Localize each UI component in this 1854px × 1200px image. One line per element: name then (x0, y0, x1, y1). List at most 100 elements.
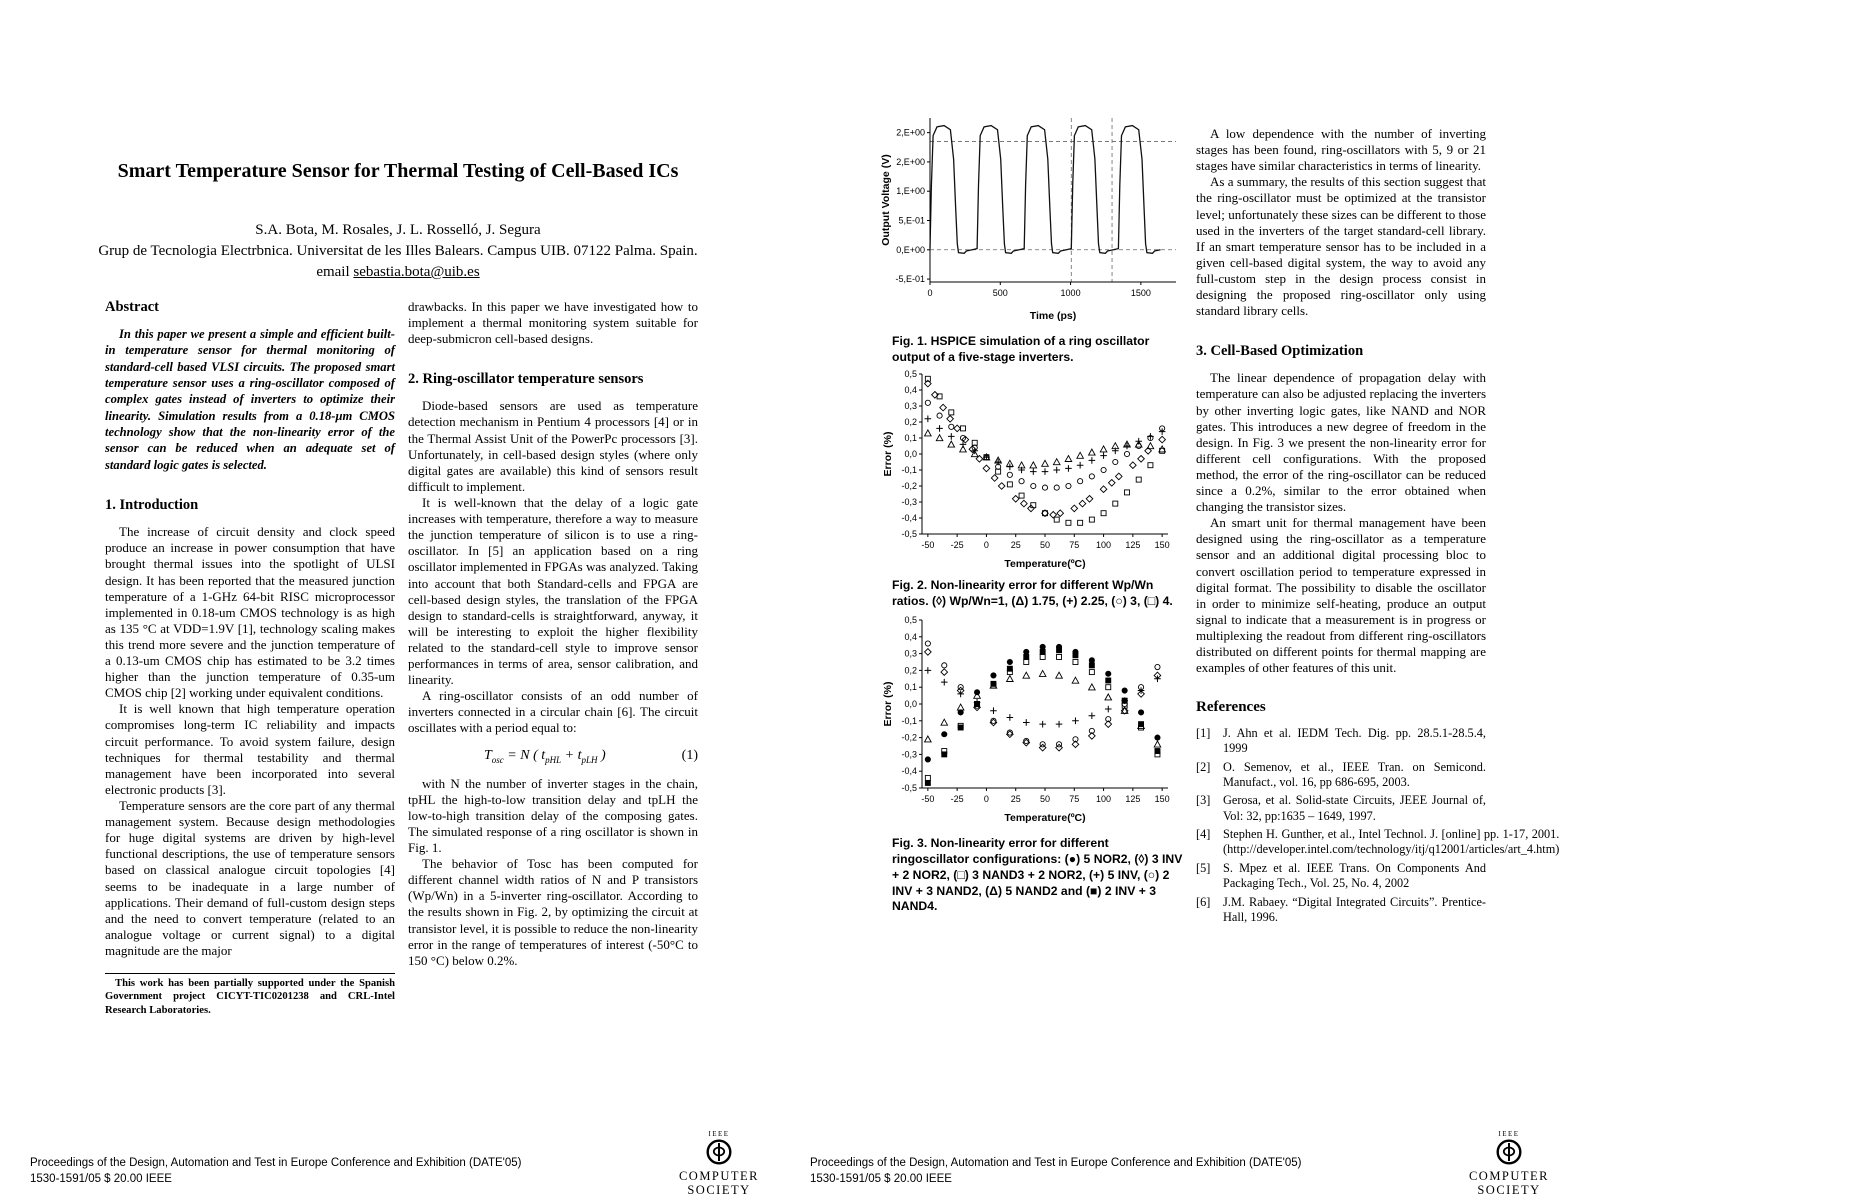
equation-body: Tosc = N ( tpHL + tpLH ) (483, 747, 606, 765)
reference-item: [2] O. Semenov, et al., IEEE Tran. on Sem… (1196, 759, 1486, 790)
svg-text:-25: -25 (951, 540, 964, 550)
intro-paragraph: Temperature sensors are the core part of… (105, 798, 395, 959)
svg-text:100: 100 (1096, 794, 1111, 804)
svg-text:100: 100 (1096, 540, 1111, 550)
svg-text:Error (%): Error (%) (882, 432, 894, 477)
section2b-paragraph: As a summary, the results of this sectio… (1196, 174, 1486, 319)
footer-line2: 1530-1591/05 $ 20.00 IEEE (30, 1172, 172, 1185)
section2b-paragraph: A low dependence with the number of inve… (1196, 126, 1486, 174)
logo-society-text: SOCIETY (1477, 1183, 1541, 1198)
page-left: Smart Temperature Sensor for Thermal Tes… (28, 0, 803, 1200)
svg-text:1500: 1500 (1131, 288, 1151, 298)
svg-text:0,2: 0,2 (904, 417, 917, 427)
fig3-caption: Fig. 3. Non-linearity error for differen… (892, 836, 1183, 914)
left-column-2: drawbacks. In this paper we have investi… (408, 299, 698, 969)
fig1-caption: Fig. 1. HSPICE simulation of a ring osci… (892, 334, 1150, 364)
svg-text:0,4: 0,4 (904, 632, 917, 642)
email-link[interactable]: sebastia.bota@uib.es (353, 264, 480, 280)
svg-text:0: 0 (984, 794, 989, 804)
svg-text:0,3: 0,3 (904, 401, 917, 411)
svg-text:150: 150 (1155, 794, 1170, 804)
svg-text:0,E+00: 0,E+00 (896, 245, 925, 255)
paper-authors: S.A. Bota, M. Rosales, J. L. Rosselló, J… (255, 222, 541, 238)
svg-text:-0,3: -0,3 (901, 749, 917, 759)
reference-item: [5] S. Mpez et al. IEEE Trans. On Compone… (1196, 860, 1486, 891)
svg-text:-0,1: -0,1 (901, 716, 917, 726)
section2-paragraph: A ring-oscillator consists of an odd num… (408, 688, 698, 736)
svg-text:-0,4: -0,4 (901, 513, 917, 523)
page-right: 2,E+00 2,E+00 1,E+00 5,E-01 0,E+00 -5,E-01 0 50… (808, 0, 1583, 1200)
svg-text:Output Voltage (V): Output Voltage (V) (880, 154, 892, 245)
svg-text:75: 75 (1069, 540, 1079, 550)
reference-item: [4] Stephen H. Gunther, et al., Intel Tec… (1196, 827, 1560, 857)
svg-text:25: 25 (1011, 794, 1021, 804)
ieee-computer-society-logo: IEEE COMPUTER SOCIETY (1463, 1131, 1555, 1198)
svg-text:1000: 1000 (1061, 288, 1081, 298)
svg-text:50: 50 (1040, 794, 1050, 804)
section2-heading: 2. Ring-oscillator temperature sensors (408, 371, 644, 388)
svg-text:-0,2: -0,2 (901, 481, 917, 491)
references-heading: References (1196, 699, 1266, 716)
svg-text:150: 150 (1155, 540, 1170, 550)
svg-text:-0,5: -0,5 (901, 783, 917, 793)
section3-paragraph: The linear dependence of propagation del… (1196, 370, 1486, 515)
intro-paragraph: The increase of circuit density and cloc… (105, 524, 395, 701)
abstract-heading: Abstract (105, 299, 159, 315)
support-footnote: This work has been partially supported u… (105, 973, 395, 1017)
svg-text:500: 500 (993, 288, 1008, 298)
svg-text:0,5: 0,5 (904, 615, 917, 625)
svg-text:-0,1: -0,1 (901, 465, 917, 475)
reference-item: [6] J.M. Rabaey. “Digital Integrated Circ… (1196, 894, 1486, 924)
fig3-scatter-chart: 0,5 0,4 0,3 0,2 0,1 0,0 -0,1 -0,2 -0,3 -0,4 -0,5 -5… (880, 612, 1180, 826)
section1-heading: 1. Introduction (105, 497, 199, 514)
equation-1: Tosc = N ( tpHL + tpLH ) (1) (408, 747, 698, 766)
svg-text:-0,5: -0,5 (901, 529, 917, 539)
svg-text:5,E-01: 5,E-01 (898, 216, 925, 226)
section3-paragraph: An smart unit for thermal management hav… (1196, 515, 1486, 676)
logo-society-text: SOCIETY (687, 1183, 751, 1198)
svg-text:0,1: 0,1 (904, 433, 917, 443)
svg-text:0,4: 0,4 (904, 385, 917, 395)
section2-paragraph: with N the number of inverter stages in … (408, 775, 698, 855)
svg-text:0,3: 0,3 (904, 649, 917, 659)
paper-email-line: email sebastia.bota@uib.es (28, 264, 768, 281)
reference-item: [3] Gerosa, et al. Solid-state Circuits, … (1196, 793, 1486, 823)
ieee-label: IEEE (708, 1130, 730, 1138)
svg-text:Error (%): Error (%) (882, 682, 894, 727)
footer-line1: Proceedings of the Design, Automation an… (30, 1157, 522, 1169)
abstract-text: In this paper we present a simple and ef… (105, 326, 395, 472)
svg-text:0: 0 (927, 288, 932, 298)
intro-paragraph: It is well known that high temperature o… (105, 701, 395, 797)
fig1-waveform-chart: 2,E+00 2,E+00 1,E+00 5,E-01 0,E+00 -5,E-010 50… (878, 112, 1188, 324)
svg-text:Time (ps): Time (ps) (1030, 310, 1076, 322)
ieee-computer-society-logo: IEEE COMPUTER SOCIETY (673, 1131, 765, 1198)
paper-affiliation: Grup de Tecnologia Electrbnica. Universi… (98, 243, 698, 259)
svg-text:-50: -50 (921, 540, 934, 550)
computer-society-phi-icon (706, 1139, 732, 1165)
svg-text:0,0: 0,0 (904, 449, 917, 459)
svg-text:2,E+00: 2,E+00 (896, 128, 925, 138)
fig2-caption: Fig. 2. Non-linearity error for differen… (892, 578, 1173, 608)
reference-item: [1] J. Ahn et al. IEDM Tech. Dig. pp. 28.… (1196, 725, 1486, 756)
svg-text:50: 50 (1040, 540, 1050, 550)
svg-text:-0,3: -0,3 (901, 497, 917, 507)
email-label: email (316, 264, 350, 280)
logo-computer-text: COMPUTER (678, 1169, 760, 1183)
footer-line1: Proceedings of the Design, Automation an… (810, 1157, 1302, 1169)
svg-text:0: 0 (984, 540, 989, 550)
section2-paragraph: It is well-known that the delay of a log… (408, 494, 698, 688)
computer-society-phi-icon (1496, 1139, 1522, 1165)
right-column-2: A low dependence with the number of inve… (1196, 126, 1560, 928)
svg-text:125: 125 (1125, 794, 1140, 804)
section3-heading: 3. Cell-Based Optimization (1196, 343, 1364, 360)
svg-text:-0,4: -0,4 (901, 766, 917, 776)
svg-text:0,2: 0,2 (904, 665, 917, 675)
equation-number: (1) (681, 748, 698, 764)
continuation-paragraph: drawbacks. In this paper we have investi… (408, 299, 698, 347)
svg-text:0,1: 0,1 (904, 682, 917, 692)
svg-text:2,E+00: 2,E+00 (896, 157, 925, 167)
svg-text:1,E+00: 1,E+00 (896, 186, 925, 196)
section2-paragraph: Diode-based sensors are used as temperat… (408, 398, 698, 494)
svg-text:-0,2: -0,2 (901, 733, 917, 743)
section2-paragraph: The behavior of Tosc has been computed f… (408, 856, 698, 968)
